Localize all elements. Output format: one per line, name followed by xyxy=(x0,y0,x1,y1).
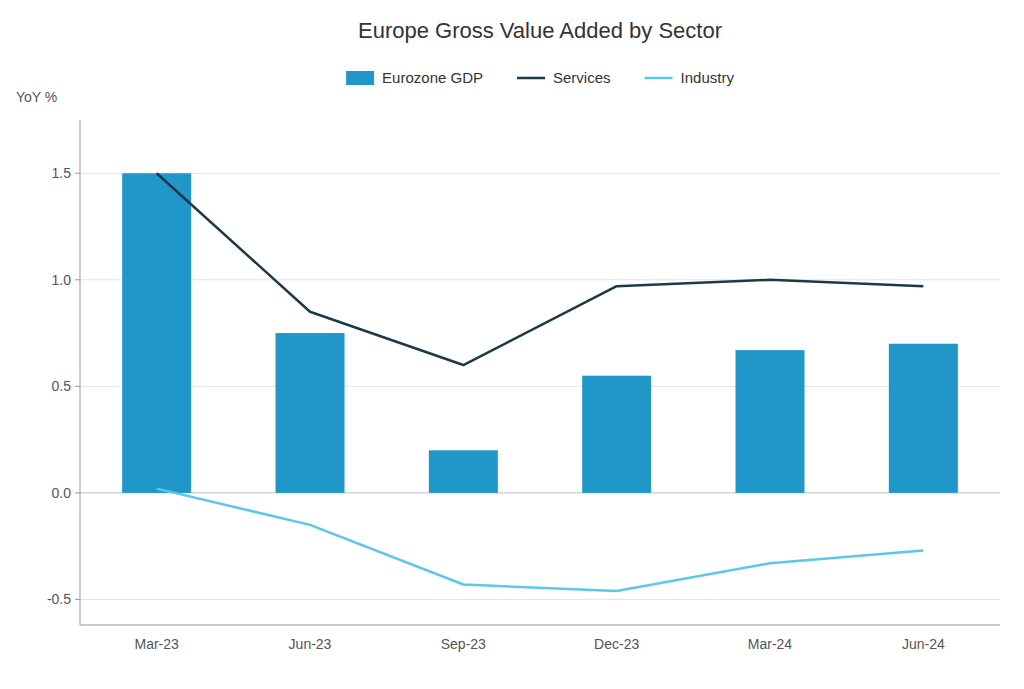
legend-label: Services xyxy=(553,69,611,86)
bar-series xyxy=(122,173,958,493)
bar xyxy=(122,173,191,493)
y-axis-line xyxy=(80,120,81,625)
x-tick-label: Mar-24 xyxy=(748,636,793,652)
y-axis-label: YoY % xyxy=(16,89,57,105)
legend-label: Eurozone GDP xyxy=(382,69,483,86)
y-tick-label: 0.5 xyxy=(52,378,72,394)
grid-line xyxy=(80,599,1000,600)
grid-line xyxy=(80,386,1000,387)
legend-label: Industry xyxy=(681,69,735,86)
bar xyxy=(429,450,498,493)
y-tick-label: 0.0 xyxy=(52,485,72,501)
x-axis-line xyxy=(80,625,1000,626)
plot-area xyxy=(122,173,958,591)
bar xyxy=(736,350,805,493)
legend-item: Services xyxy=(517,69,611,86)
bar xyxy=(276,333,345,493)
legend-swatch xyxy=(645,77,673,80)
title: Europe Gross Value Added by Sector xyxy=(358,18,722,43)
y-tick xyxy=(75,599,80,600)
grid-line xyxy=(80,492,1000,493)
y-tick-label: 1.0 xyxy=(52,272,72,288)
line xyxy=(157,173,924,365)
x-tick-label: Mar-23 xyxy=(134,636,179,652)
bar xyxy=(582,376,651,493)
x-tick-label: Jun-23 xyxy=(289,636,332,652)
legend-swatch xyxy=(346,71,374,85)
legend-swatch xyxy=(517,77,545,80)
y-tick xyxy=(75,492,80,493)
chart: Europe Gross Value Added by Sector YoY % -… xyxy=(0,0,1024,689)
chart-container: Europe Gross Value Added by Sector YoY % -… xyxy=(0,0,1024,689)
legend-item: Eurozone GDP xyxy=(346,69,483,86)
legend: Eurozone GDP Services Industry xyxy=(346,69,734,86)
bar xyxy=(889,344,958,493)
line xyxy=(157,489,924,591)
legend-item: Industry xyxy=(645,69,735,86)
y-ticks: -0.5 0.0 0.5 1.0 1.5 xyxy=(47,165,80,607)
y-tick-label: -0.5 xyxy=(47,591,71,607)
y-tick xyxy=(75,386,80,387)
grid-line xyxy=(80,173,1000,174)
x-tick-label: Sep-23 xyxy=(441,636,486,652)
x-ticks: Mar-23 Jun-23 Sep-23 Dec-23 Mar-24 Jun-24 xyxy=(134,636,944,652)
grid-line xyxy=(80,279,1000,280)
x-tick-label: Dec-23 xyxy=(594,636,639,652)
y-tick xyxy=(75,279,80,280)
x-tick-label: Jun-24 xyxy=(902,636,945,652)
grid xyxy=(80,173,1000,599)
y-tick-label: 1.5 xyxy=(52,165,72,181)
y-tick xyxy=(75,173,80,174)
